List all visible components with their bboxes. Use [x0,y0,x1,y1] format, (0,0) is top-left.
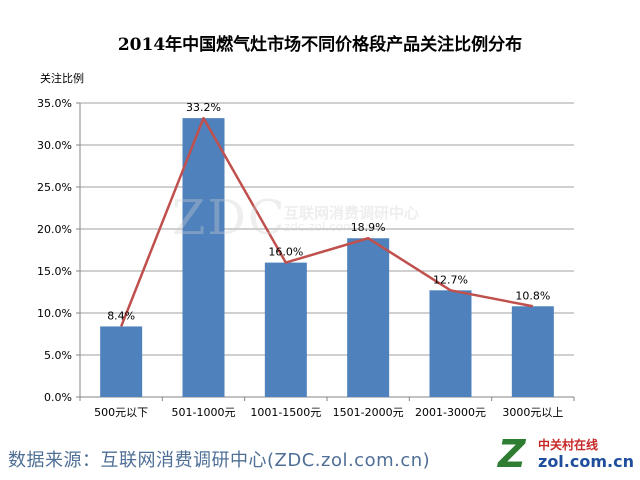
data-label: 10.8% [515,289,550,302]
y-tick-label: 0.0% [44,391,72,404]
x-tick-label: 500元以下 [94,406,148,419]
footer-bar [0,436,640,480]
data-label: 18.9% [351,221,386,234]
logo-mark: Z [498,432,526,476]
y-tick-label: 15.0% [37,265,72,278]
data-label: 12.7% [433,273,468,286]
chart-title: 2014年中国燃气灶市场不同价格段产品关注比例分布 [117,35,523,55]
bar [264,262,307,397]
y-tick-label: 35.0% [37,97,72,110]
source-note: 数据来源：互联网消费调研中心(ZDC.zol.com.cn) [8,450,431,471]
y-tick-label: 25.0% [37,181,72,194]
x-tick-label: 1501-2000元 [333,406,404,419]
data-label: 33.2% [186,101,221,114]
x-tick-label: 2001-3000元 [415,406,486,419]
logo-en: zol.com.cn [538,452,634,471]
zol-logo: Z 中关村在线 zol.com.cn [496,432,636,478]
bar [347,238,390,397]
y-tick-label: 10.0% [37,307,72,320]
y-tick-label: 5.0% [44,349,72,362]
y-tick-label: 20.0% [37,223,72,236]
trend-line [120,116,534,327]
logo-cn: 中关村在线 [538,438,599,452]
bar [511,306,554,397]
data-label: 8.4% [107,309,135,322]
y-axis-label: 关注比例 [40,72,84,85]
bar [182,118,225,398]
x-tick-label: 3000元以上 [502,406,563,419]
x-tick-label: 501-1000元 [172,406,236,419]
y-tick-label: 30.0% [37,139,72,152]
bar [100,326,143,397]
bar [429,290,472,397]
x-tick-label: 1001-1500元 [250,406,321,419]
data-label: 16.0% [268,246,303,259]
